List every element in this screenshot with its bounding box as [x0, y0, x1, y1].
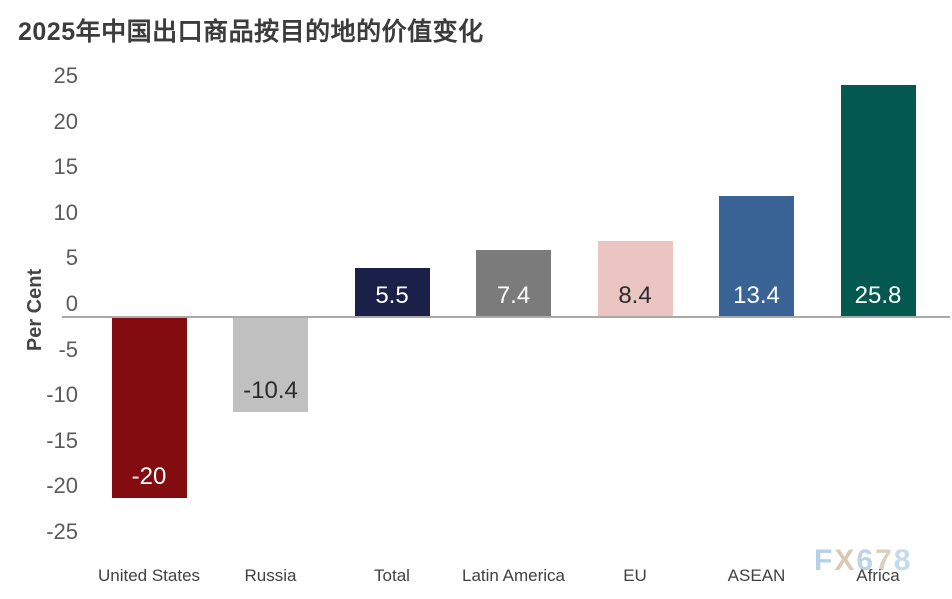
watermark-letter: 6	[856, 544, 876, 577]
y-tick-label-0: 0	[65, 291, 78, 316]
watermark-letter: 7	[875, 544, 894, 577]
x-tick-label-eu: EU	[623, 566, 647, 585]
watermark-letter: F	[814, 544, 835, 577]
watermark-letter: X	[834, 544, 857, 577]
x-tick-label-latin-america: Latin America	[462, 566, 565, 585]
y-tick-label--20: -20	[46, 473, 78, 499]
bar-asean: 13.4	[719, 196, 794, 317]
zero-axis-line	[62, 316, 950, 318]
bar-value-label-russia: -10.4	[243, 376, 298, 404]
y-tick-label-25: 25	[53, 63, 78, 88]
bar-value-label-eu: 8.4	[618, 281, 652, 309]
bar-value-label-asean: 13.4	[733, 281, 780, 309]
y-tick-label--25: -25	[46, 519, 78, 544]
chart-title: 2025年中国出口商品按目的地的价值变化	[18, 18, 484, 46]
y-tick-label--5: -5	[58, 336, 78, 362]
x-tick-label-russia: Russia	[244, 566, 297, 585]
y-tick-label-5: 5	[65, 245, 78, 271]
watermark-letter: 8	[893, 544, 913, 577]
bar-total: 5.5	[354, 267, 430, 317]
y-tick-label--10: -10	[46, 382, 78, 408]
x-tick-label-total: Total	[374, 566, 410, 585]
y-tick-label-10: 10	[53, 199, 78, 225]
bar-africa: 25.8	[840, 84, 916, 317]
y-tick-label-15: 15	[53, 154, 78, 180]
bar-russia: -10.4	[233, 318, 308, 412]
bar-united-states: -20	[111, 318, 187, 498]
bar-eu: 8.4	[597, 241, 673, 317]
y-tick-label--15: -15	[46, 427, 78, 453]
x-tick-label-africa: Africa	[856, 566, 900, 585]
bar-latin-america: 7.4	[476, 250, 551, 317]
x-tick-label-united-states: United States	[97, 566, 201, 585]
y-tick-label-20: 20	[53, 108, 78, 134]
bar-value-label-africa: 25.8	[854, 281, 902, 309]
bar-value-label-total: 5.5	[375, 282, 409, 309]
x-tick-label-asean: ASEAN	[727, 566, 786, 585]
bar-value-label-latin-america: 7.4	[496, 281, 531, 309]
fx678-watermark: FX678	[814, 544, 912, 578]
bar-value-label-united-states: -20	[131, 463, 167, 490]
